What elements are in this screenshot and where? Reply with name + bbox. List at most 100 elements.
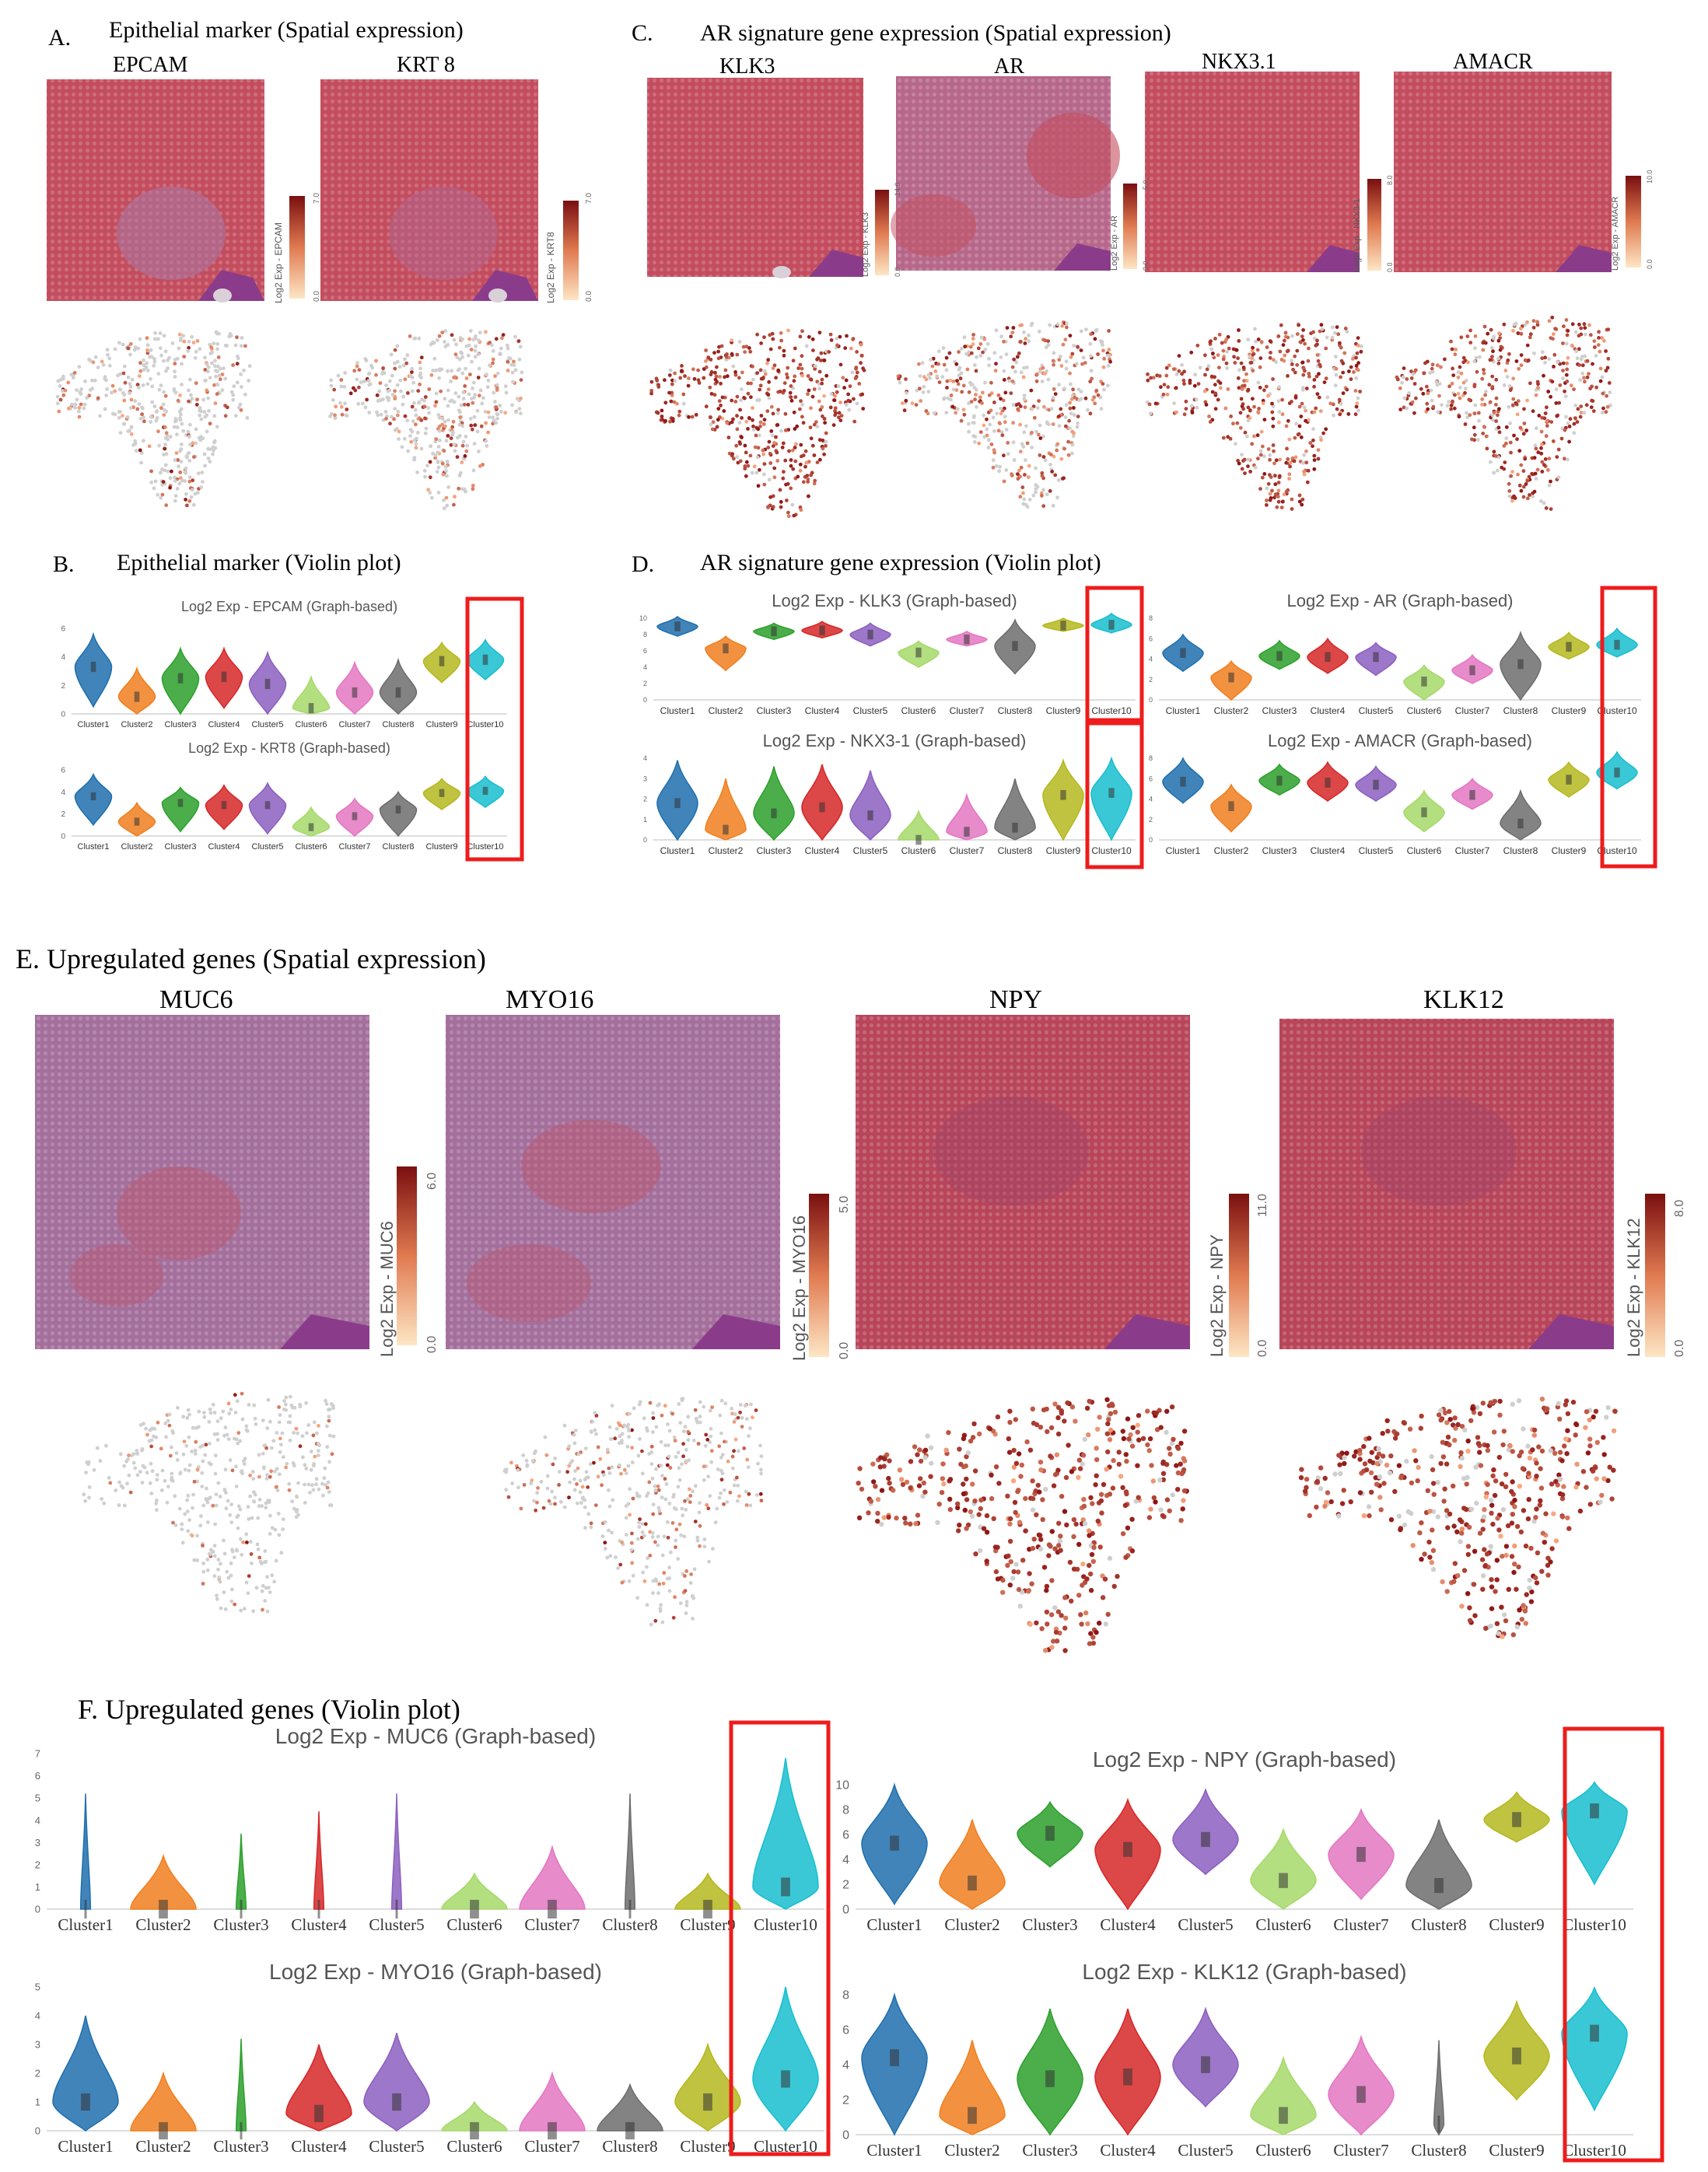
tsne-spot [779,500,783,504]
tsne-spot [1160,1471,1167,1477]
tsne-spot [1512,1562,1517,1567]
tsne-spot [817,369,822,374]
tsne-spot [1098,1498,1104,1504]
tsne-spot [419,355,424,360]
tsne-spot [565,1470,569,1474]
tsne-spot [1011,440,1016,445]
tsne-spot [261,1418,265,1422]
tsne-spot [914,403,919,407]
tsne-spot [978,354,983,358]
tsne-spot [104,1443,108,1448]
tsne-spot [519,378,523,382]
violin-muc6-cluster1 [79,1793,92,1910]
tsne-spot [1456,370,1461,374]
tsne-spot [1055,322,1060,327]
tsne-spot [203,368,208,372]
tsne-spot [1530,1447,1535,1453]
tsne-spot [118,431,123,435]
tsne-spot [202,452,207,456]
tsne-spot [145,1432,149,1437]
box-ar-cluster5 [1373,652,1379,663]
tsne-spot [781,441,786,446]
tsne-spot [1240,453,1244,456]
tsne-spot [207,409,211,413]
tsne-spot [810,394,815,399]
tsne-spot [180,1541,185,1545]
tsne-spot [957,1446,962,1452]
tsne-spot [1451,399,1454,404]
tsne-spot [800,402,804,407]
tsne-spot [201,1582,205,1586]
tsne-spot [127,1453,131,1457]
tsne-spot [954,362,959,366]
tsne-spot [1049,407,1054,411]
tsne-spot [187,459,192,463]
tsne-spot [476,376,481,379]
tsne-spot [294,1515,299,1520]
tsne-spot [314,1482,318,1487]
tsne-spot [261,1466,266,1471]
tsne-spot [1493,1589,1498,1594]
box-muc6-cluster4 [317,1900,320,1918]
tsne-spot [468,372,472,376]
tsne-spot [260,1589,264,1593]
tsne-spot [709,1408,712,1413]
tsne-spot [982,337,987,341]
xtick-ar-cluster8: Cluster8 [1503,705,1538,716]
tsne-spot [503,384,508,389]
tsne-spot [142,368,146,372]
tsne-spot [1213,337,1217,341]
tsne-spot [475,408,480,413]
tsne-spot [1231,421,1235,426]
tsne-spot [217,1576,222,1579]
tsne-spot [584,1470,589,1474]
tsne-spot [305,1431,309,1436]
box-krt8-cluster8 [395,805,401,814]
xtick-amacr-cluster4: Cluster4 [1311,845,1346,856]
violin-myo16-cluster3 [235,2038,247,2132]
tsne-spot [145,382,150,386]
tsne-spot [333,413,337,418]
tsne-spot [1502,322,1507,327]
tsne-spot [989,1495,995,1502]
tsne-spot [1377,1495,1383,1500]
tsne-spot [180,442,184,446]
tsne-spot [192,1558,197,1562]
tsne-spot [73,405,77,410]
tsne-spot [636,1453,641,1458]
tsne-spot [1575,420,1580,424]
tsne-spot [142,419,146,424]
tsne-spot [1561,376,1565,380]
tsne-spot [1037,399,1041,403]
tsne-spot [393,361,397,365]
tsne-spot [778,488,782,492]
tsne-spot [970,1481,975,1487]
tsne-spot [104,393,109,397]
tsne-spot [996,1481,1002,1486]
tsne-spot [1583,1425,1588,1430]
violin-nkx-cluster3 [753,766,795,841]
tsne-spot [835,390,839,394]
tsne-spot [315,1431,319,1436]
tsne-spot [1345,330,1349,334]
tsne-spot [281,1455,285,1459]
tsne-spot [281,1517,285,1521]
tsne-spot [1292,459,1297,463]
tsne-spot [113,412,117,417]
tsne-spot [1523,1621,1529,1626]
tsne-spot [975,355,978,359]
tsne-spot [427,411,431,415]
tsne-spot [154,1501,159,1506]
tsne-spot [515,1464,519,1468]
tsne-spot [416,431,420,435]
tsne-spot [485,444,489,448]
tsne-spot [243,392,247,397]
tsne-spot [264,1506,268,1510]
tsne-spot [1017,468,1021,473]
tsne-spot [158,346,163,351]
tsne-spot [1238,425,1243,430]
tsne-spot [772,441,776,445]
tsne-spot [1514,1624,1521,1630]
colorbar-krt8-min: 0.0 [585,291,593,302]
tsne-spot [1447,1442,1452,1448]
